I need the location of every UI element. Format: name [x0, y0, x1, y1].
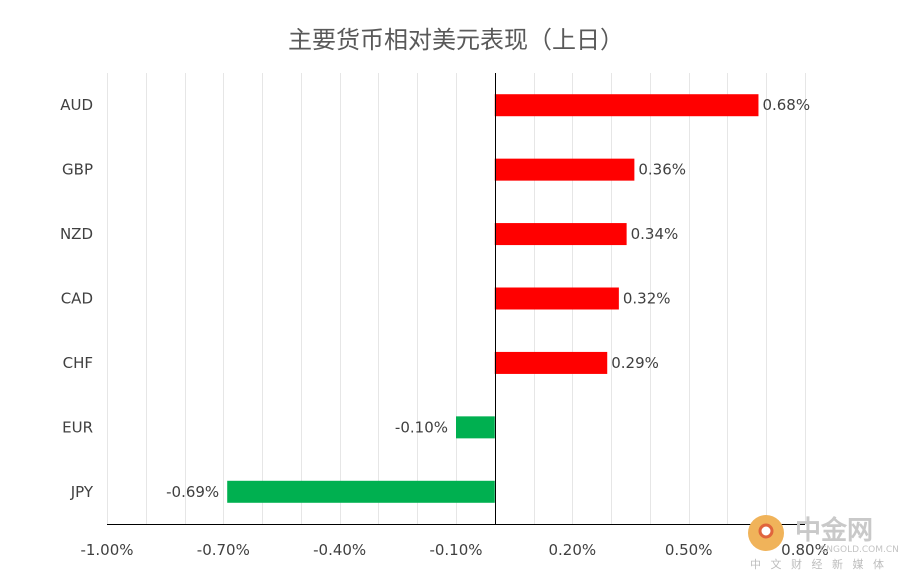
grid-lines	[107, 73, 806, 524]
category-label: CHF	[63, 354, 93, 372]
watermark: 中金网 CNGOLD.COM.CN 中 文 财 经 新 媒 体	[748, 515, 899, 571]
bar-nzd	[494, 223, 627, 246]
axes	[107, 73, 805, 525]
category-label: CAD	[61, 290, 93, 308]
x-tick-label: -0.40%	[313, 541, 366, 559]
bar-aud	[494, 94, 759, 117]
data-label: 0.68%	[762, 96, 810, 114]
labels: -1.00% -0.70% -0.40% -0.10% 0.20% 0.50% 0.80% A…	[60, 96, 829, 559]
data-label: 0.32%	[623, 290, 671, 308]
bars	[227, 94, 759, 503]
x-tick-label: 0.80%	[781, 541, 829, 559]
bar-gbp	[494, 158, 635, 181]
data-label: -0.10%	[395, 418, 448, 436]
bar-chf	[494, 351, 608, 374]
category-label: GBP	[62, 161, 93, 179]
x-tick-label: -1.00%	[80, 541, 133, 559]
watermark-logo	[748, 515, 784, 551]
bar-eur	[456, 416, 495, 439]
category-label: JPY	[70, 483, 94, 501]
x-tick-label: 0.50%	[665, 541, 713, 559]
bar-cad	[494, 287, 619, 310]
x-tick-label: 0.20%	[549, 541, 597, 559]
bar-jpy	[227, 480, 495, 503]
chart-title: 主要货币相对美元表现（上日）	[288, 26, 624, 54]
data-label: -0.69%	[166, 483, 219, 501]
watermark-url: CNGOLD.COM.CN	[820, 545, 899, 555]
category-label: NZD	[60, 225, 93, 243]
data-label: 0.34%	[631, 225, 679, 243]
data-label: 0.36%	[638, 161, 686, 179]
watermark-subtitle: 中 文 财 经 新 媒 体	[750, 557, 887, 571]
x-tick-label: -0.70%	[197, 541, 250, 559]
data-label: 0.29%	[611, 354, 659, 372]
category-label: AUD	[60, 96, 93, 114]
category-label: EUR	[62, 418, 93, 436]
watermark-name: 中金网	[795, 515, 873, 546]
x-tick-label: -0.10%	[429, 541, 482, 559]
